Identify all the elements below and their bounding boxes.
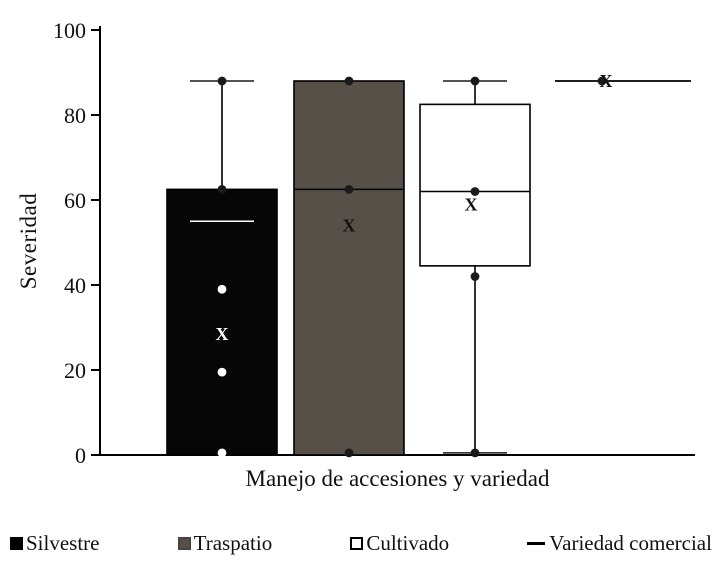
y-axis-title: Severidad [16, 192, 41, 290]
data-dot-traspatio [344, 76, 354, 86]
boxplot-canvas: 0 20 40 60 80 100 X X X X [53, 18, 695, 468]
box-traspatio [293, 80, 405, 456]
legend-label-variedad-comercial: Variedad comercial [549, 530, 712, 555]
legend-item-cultivado: Cultivado [350, 531, 449, 556]
legend-swatch-silvestre [10, 536, 23, 550]
y-tick-label: 0 [75, 443, 86, 468]
box-cultivado [419, 103, 531, 267]
legend-swatch-cultivado [350, 536, 364, 550]
y-tick-label: 100 [53, 18, 86, 43]
data-dot-cultivado [470, 76, 480, 86]
data-dot-silvestre [217, 448, 227, 458]
mean-x-mark-variedad-comercial: X [600, 71, 613, 91]
y-tick-label: 60 [64, 188, 86, 213]
legend-label-traspatio: Traspatio [193, 530, 273, 555]
y-tick-label: 80 [64, 103, 86, 128]
legend-item-silvestre: Silvestre [10, 531, 100, 556]
x-axis-title: Manejo de accesiones y variedad [245, 466, 550, 491]
mean-x-mark-traspatio: X [343, 216, 356, 236]
data-dot-cultivado [470, 187, 480, 196]
y-tick-label: 20 [64, 358, 86, 383]
data-dot-traspatio [344, 184, 354, 194]
legend-label-cultivado: Cultivado [366, 530, 450, 555]
data-dot-cultivado [470, 448, 480, 458]
legend-label-silvestre: Silvestre [26, 530, 100, 555]
legend-swatch-traspatio [177, 536, 191, 550]
y-tick-label: 40 [64, 273, 86, 298]
mean-x-mark-cultivado: X [465, 194, 478, 214]
legend-item-traspatio: Traspatio [177, 530, 273, 556]
legend-item-variedad-comercial: Variedad comercial [527, 531, 712, 556]
data-dot-silvestre [217, 184, 227, 194]
data-dot-silvestre [217, 284, 227, 294]
box-silvestre [166, 188, 278, 456]
data-dot-cultivado [470, 272, 480, 281]
legend-swatch-variedad-comercial [527, 541, 546, 545]
data-dot-variedad-comercial [597, 76, 607, 86]
legend: Silvestre Traspatio Cultivado Variedad c… [10, 527, 712, 559]
data-dot-traspatio [344, 448, 354, 458]
data-dot-silvestre [217, 367, 227, 377]
data-dot-silvestre [217, 76, 227, 86]
mean-x-mark-silvestre: X [216, 324, 229, 344]
